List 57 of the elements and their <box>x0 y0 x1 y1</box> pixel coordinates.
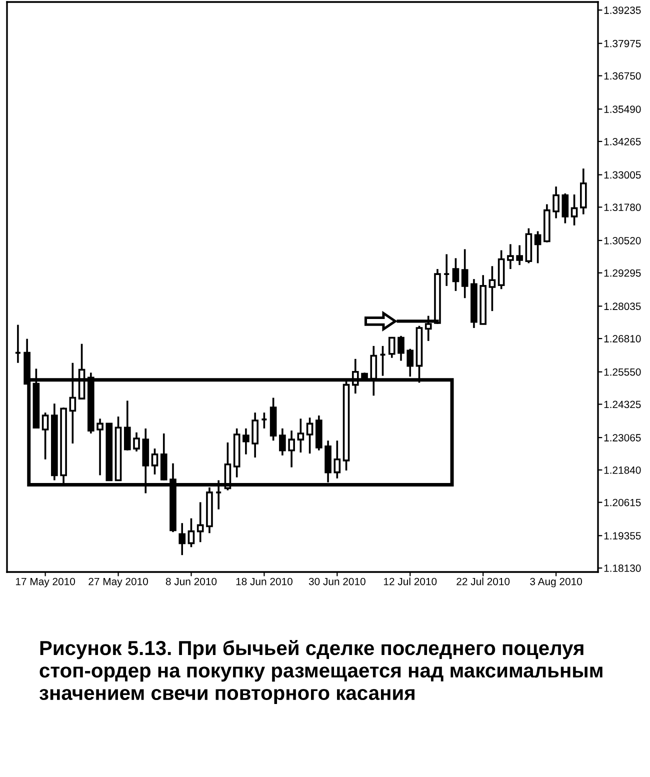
candlestick <box>196 501 204 544</box>
y-tick-label: 1.25550 <box>604 368 641 376</box>
y-tick-label: 1.28035 <box>604 302 641 310</box>
candlestick <box>570 194 578 226</box>
candlestick <box>334 440 341 480</box>
candlestick <box>124 400 131 452</box>
y-tick-label: 1.24325 <box>604 400 641 408</box>
candlestick <box>288 430 295 468</box>
y-tick-label: 1.36750 <box>604 72 641 80</box>
candlestick <box>178 522 186 556</box>
candlestick <box>14 324 22 364</box>
candlestick <box>516 244 523 266</box>
candlestick <box>461 248 468 300</box>
x-tick-label: 27 May 2010 <box>88 578 148 588</box>
candlestick <box>552 186 560 220</box>
text: Рисунок 5.13. При бычьей сделке последнего поцелуя стоп-ордер на покупку размещается над максимальным значением свечи повторного касания <box>40 640 602 704</box>
x-tick-label: 22 Jul 2010 <box>456 578 510 586</box>
candlestick <box>96 418 104 476</box>
y-tick-label: 1.35490 <box>604 106 641 113</box>
candlestick <box>297 418 304 454</box>
candlestick <box>488 265 496 312</box>
candlestick <box>398 335 404 362</box>
candlestick <box>452 257 460 292</box>
y-tick-label: 1.30520 <box>604 236 641 244</box>
candlestick <box>242 428 250 456</box>
candlestick <box>42 412 49 460</box>
x-tick-label: 3 Aug 2010 <box>530 578 582 588</box>
y-tick-label: 1.26810 <box>604 335 641 342</box>
y-tick-label: 1.21840 <box>604 466 641 474</box>
candlestick <box>133 432 140 452</box>
y-tick-label: 1.20615 <box>604 498 641 506</box>
x-tick-label: 18 Jun 2010 <box>236 578 292 586</box>
y-tick-label: 1.33005 <box>604 171 641 179</box>
candlestick <box>260 412 268 430</box>
candlestick <box>151 448 158 476</box>
y-tick-label: 1.19355 <box>604 532 641 540</box>
candlestick <box>507 243 514 270</box>
y-tick-label: 1.37975 <box>604 40 641 48</box>
y-tick-label: 1.29295 <box>604 269 641 277</box>
candlestick <box>534 230 542 264</box>
candlestick <box>379 345 386 377</box>
y-tick-label: 1.18130 <box>604 564 641 572</box>
x-tick-label: 17 May 2010 <box>16 578 76 588</box>
candlestick <box>388 336 396 359</box>
candlestick <box>188 517 195 548</box>
candlestick <box>443 253 450 287</box>
candlestick <box>279 428 286 456</box>
y-tick-label: 1.23065 <box>604 434 641 442</box>
candlestick <box>562 192 569 224</box>
x-tick-label: 12 Jul 2010 <box>384 578 437 586</box>
candlestick <box>252 412 258 458</box>
candlestick <box>306 416 314 454</box>
x-tick-label: 8 Jun 2010 <box>166 578 217 586</box>
y-tick-label: 1.39235 <box>604 6 641 14</box>
x-tick-label: 30 Jun 2010 <box>308 578 366 586</box>
y-tick-label: 1.31780 <box>604 204 641 212</box>
y-tick-label: 1.34265 <box>604 138 641 146</box>
